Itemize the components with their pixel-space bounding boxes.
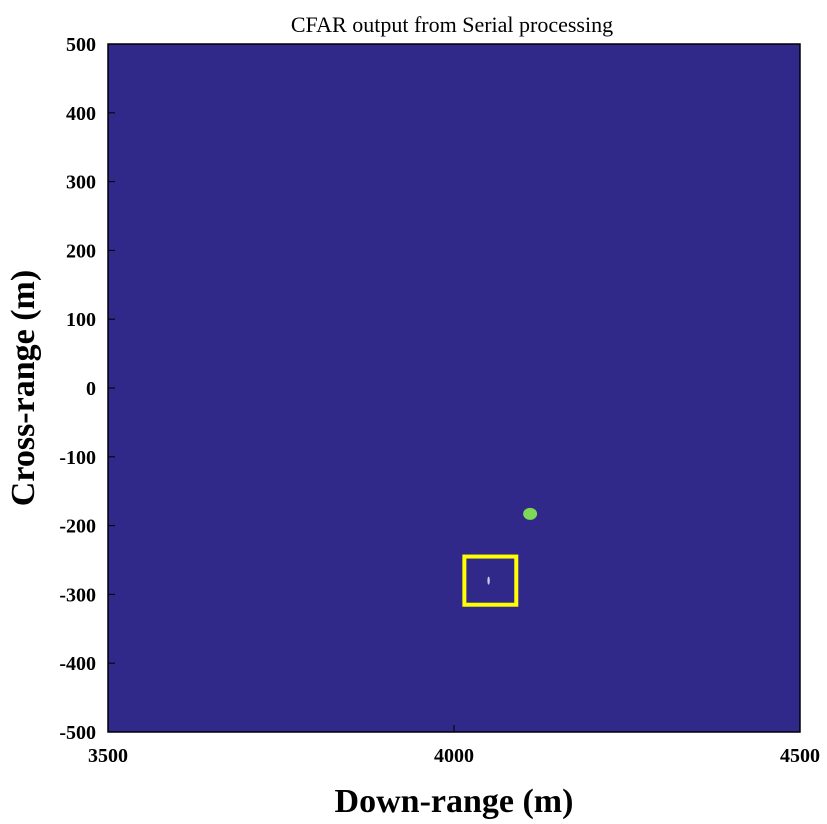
chart-marks (462, 507, 538, 607)
x-axis-label: Down-range (m) (335, 783, 574, 820)
x-tick-label: 4000 (434, 745, 474, 767)
x-tick-label: 4500 (780, 745, 820, 767)
y-tick-label: -100 (59, 447, 96, 469)
y-tick-label: 200 (66, 240, 96, 262)
y-tick-label: -200 (59, 516, 96, 538)
y-axis-label: Cross-range (m) (5, 270, 42, 506)
x-tick-label: 3500 (88, 745, 128, 767)
detection-point (487, 576, 490, 585)
y-tick-label: 0 (86, 378, 96, 400)
chart-title: CFAR output from Serial processing (291, 12, 613, 37)
detection-point (523, 507, 538, 520)
y-tick-label: -400 (59, 653, 96, 675)
y-tick-label: -500 (59, 722, 96, 744)
y-tick-label: 500 (66, 34, 96, 56)
y-tick-label: 400 (66, 103, 96, 125)
y-tick-label: -300 (59, 584, 96, 606)
y-tick-label: 300 (66, 172, 96, 194)
axis-ticks: 3500 4000 4500 500 400 300 200 100 0 -100 -200 -300… (59, 34, 820, 767)
highlight-box (462, 554, 519, 607)
y-tick-label: 100 (66, 309, 96, 331)
plot-area (107, 43, 801, 733)
